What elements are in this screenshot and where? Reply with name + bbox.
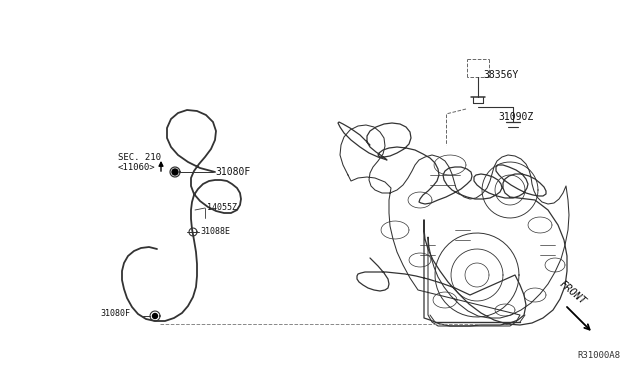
Text: R31000A8: R31000A8 — [577, 352, 620, 360]
Text: 14055Z: 14055Z — [207, 203, 237, 212]
Text: 31090Z: 31090Z — [498, 112, 533, 122]
Text: 31080F: 31080F — [100, 308, 130, 317]
Text: FRONT: FRONT — [557, 279, 588, 307]
Circle shape — [152, 314, 157, 318]
Text: SEC. 210: SEC. 210 — [118, 154, 161, 163]
Circle shape — [172, 169, 178, 175]
Text: <11060>: <11060> — [118, 164, 156, 173]
Text: 38356Y: 38356Y — [483, 70, 518, 80]
Text: 31088E: 31088E — [200, 228, 230, 237]
Text: 31080F: 31080F — [215, 167, 250, 177]
